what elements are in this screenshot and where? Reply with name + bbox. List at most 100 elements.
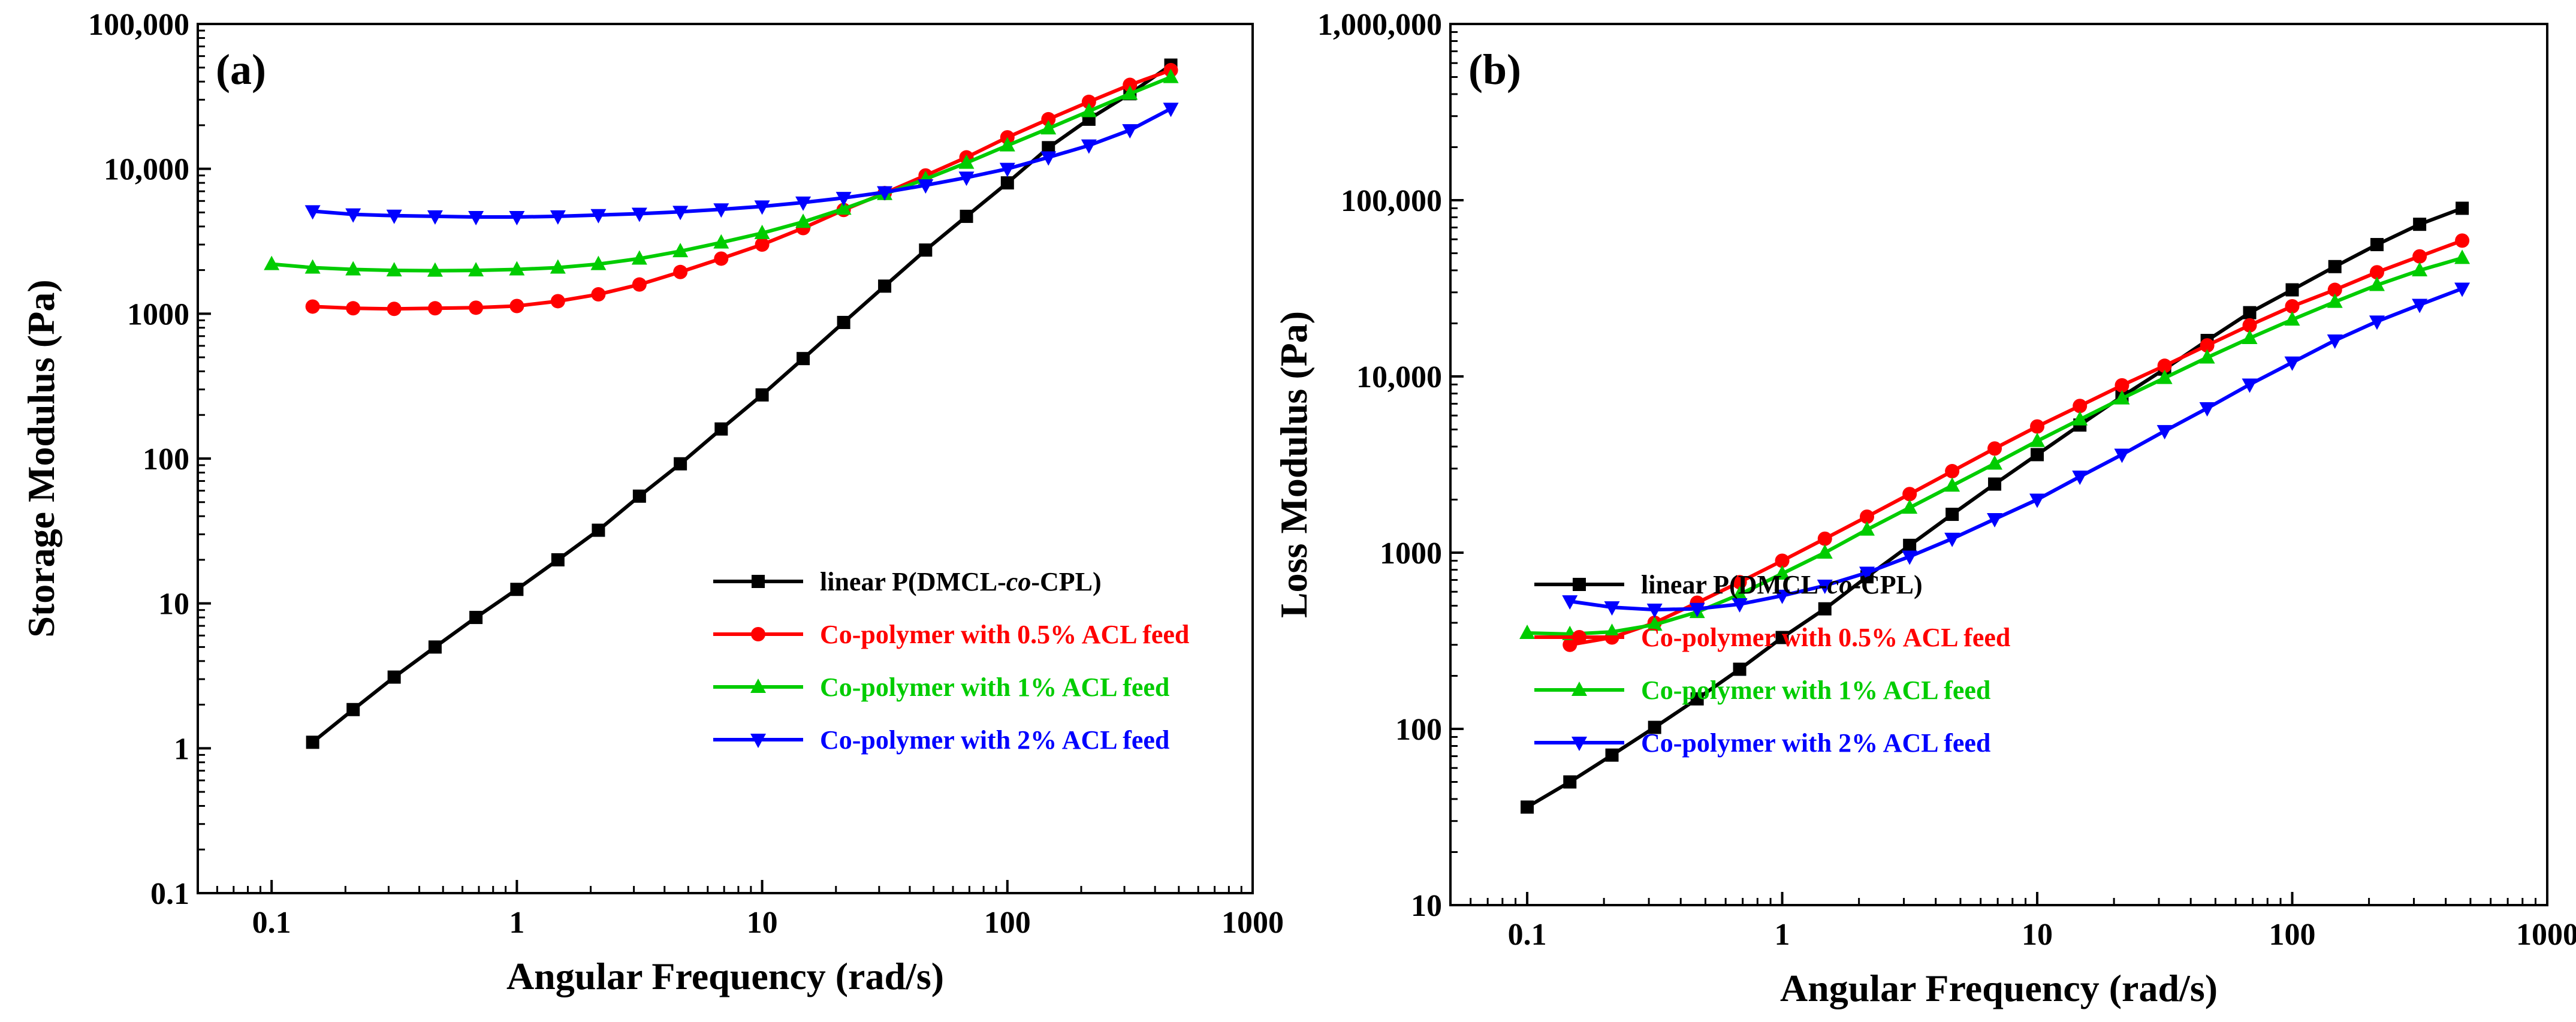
data-point xyxy=(2115,378,2129,393)
data-point xyxy=(2284,356,2300,371)
data-point xyxy=(1817,544,1833,559)
legend-label-acl_2: Co-polymer with 2% ACL feed xyxy=(1641,728,1990,758)
data-point xyxy=(386,209,402,224)
data-point xyxy=(590,209,607,224)
data-point xyxy=(1945,464,1960,479)
data-point xyxy=(835,192,852,207)
data-point xyxy=(1945,508,1959,521)
legend-label-part: Co-polymer with 0.5% ACL feed xyxy=(820,620,1189,649)
data-point xyxy=(2243,306,2257,319)
legend-label-part: Co-polymer with 2% ACL feed xyxy=(820,725,1169,755)
data-point xyxy=(387,302,402,316)
data-point xyxy=(1000,176,1014,190)
data-point xyxy=(631,250,647,265)
x-tick-label: 100 xyxy=(2269,918,2316,952)
x-tick-label: 0.1 xyxy=(252,906,291,940)
data-point xyxy=(958,171,975,186)
data-point xyxy=(2327,293,2343,308)
data-point xyxy=(1646,616,1663,631)
data-point xyxy=(427,301,442,316)
data-point xyxy=(304,205,321,220)
data-point xyxy=(1042,141,1055,155)
data-point xyxy=(673,264,688,279)
series-acl_2 xyxy=(1562,282,2471,619)
data-point xyxy=(2199,402,2215,417)
y-tick-label: 10,000 xyxy=(104,153,189,187)
data-point xyxy=(2200,338,2215,353)
data-point xyxy=(795,196,812,211)
data-point xyxy=(2369,265,2384,280)
data-point xyxy=(999,137,1015,152)
data-point xyxy=(958,154,975,169)
data-point xyxy=(1732,575,1747,590)
data-point xyxy=(631,207,647,222)
data-point xyxy=(2412,261,2428,276)
series-line-linear xyxy=(311,64,1172,744)
legend-label-part: linear P(DMCL- xyxy=(820,567,1006,596)
data-point xyxy=(2242,378,2258,393)
y-tick-label: 10 xyxy=(158,587,189,622)
data-point xyxy=(1775,631,1789,644)
data-point xyxy=(1122,85,1138,100)
data-point xyxy=(1902,499,1918,514)
legend-marker-acl_2 xyxy=(1571,737,1587,751)
data-point xyxy=(1690,692,1704,706)
data-point xyxy=(2156,369,2173,384)
data-point xyxy=(550,259,566,274)
legend-label-part: Co-polymer with 1% ACL feed xyxy=(1641,676,1990,705)
data-point xyxy=(2073,399,2088,414)
data-point xyxy=(877,186,893,201)
data-point xyxy=(1987,441,2002,456)
legend-label-acl_05: Co-polymer with 0.5% ACL feed xyxy=(820,620,1189,649)
data-point xyxy=(674,457,687,471)
series-acl_05 xyxy=(305,63,1178,316)
data-point xyxy=(550,294,565,309)
data-point xyxy=(837,315,850,329)
data-point xyxy=(1732,586,1748,601)
data-point xyxy=(387,670,401,684)
data-point xyxy=(2370,238,2384,252)
data-point xyxy=(1081,94,1096,109)
data-point xyxy=(1163,102,1179,117)
data-point xyxy=(632,489,646,503)
data-point xyxy=(590,255,607,270)
data-point xyxy=(2327,334,2343,349)
y-tick-label: 100,000 xyxy=(1341,184,1442,218)
data-point xyxy=(2369,315,2385,330)
data-point xyxy=(510,583,524,596)
legend-label-part: Co-polymer with 0.5% ACL feed xyxy=(1641,623,2010,652)
data-point xyxy=(2328,260,2342,273)
data-point xyxy=(2072,411,2088,426)
legend: linear P(DMCL-co-CPL) Co-polymer with 0.5… xyxy=(1534,570,2010,758)
data-point xyxy=(1562,595,1578,610)
data-point xyxy=(2029,493,2046,508)
data-point xyxy=(1859,566,1875,581)
data-point xyxy=(346,703,360,716)
data-point xyxy=(960,209,973,223)
data-point xyxy=(1987,513,2003,528)
x-tick-label: 10 xyxy=(747,906,778,940)
data-point xyxy=(714,422,728,436)
x-tick-label: 100 xyxy=(984,906,1031,940)
data-point xyxy=(345,261,361,276)
legend-label-acl_1: Co-polymer with 1% ACL feed xyxy=(820,673,1169,702)
data-point xyxy=(713,234,729,249)
series-acl_1 xyxy=(264,68,1179,277)
data-point xyxy=(1818,602,1832,616)
data-point xyxy=(1081,139,1097,154)
y-tick-label: 10 xyxy=(1411,889,1442,923)
legend-label-acl_05: Co-polymer with 0.5% ACL feed xyxy=(1641,623,2010,652)
data-point xyxy=(2454,249,2471,264)
legend-label-acl_1: Co-polymer with 1% ACL feed xyxy=(1641,676,1990,705)
data-point xyxy=(755,237,770,252)
data-point xyxy=(509,299,524,313)
data-point xyxy=(2285,299,2300,314)
data-point xyxy=(469,300,484,315)
series-line-acl_05 xyxy=(312,68,1172,311)
data-point xyxy=(592,523,605,537)
data-point xyxy=(1902,550,1918,565)
series-line-linear xyxy=(1526,206,2463,809)
legend: linear P(DMCL-co-CPL) Co-polymer with 0.5… xyxy=(713,567,1189,755)
y-tick-label: 1000 xyxy=(127,297,189,331)
